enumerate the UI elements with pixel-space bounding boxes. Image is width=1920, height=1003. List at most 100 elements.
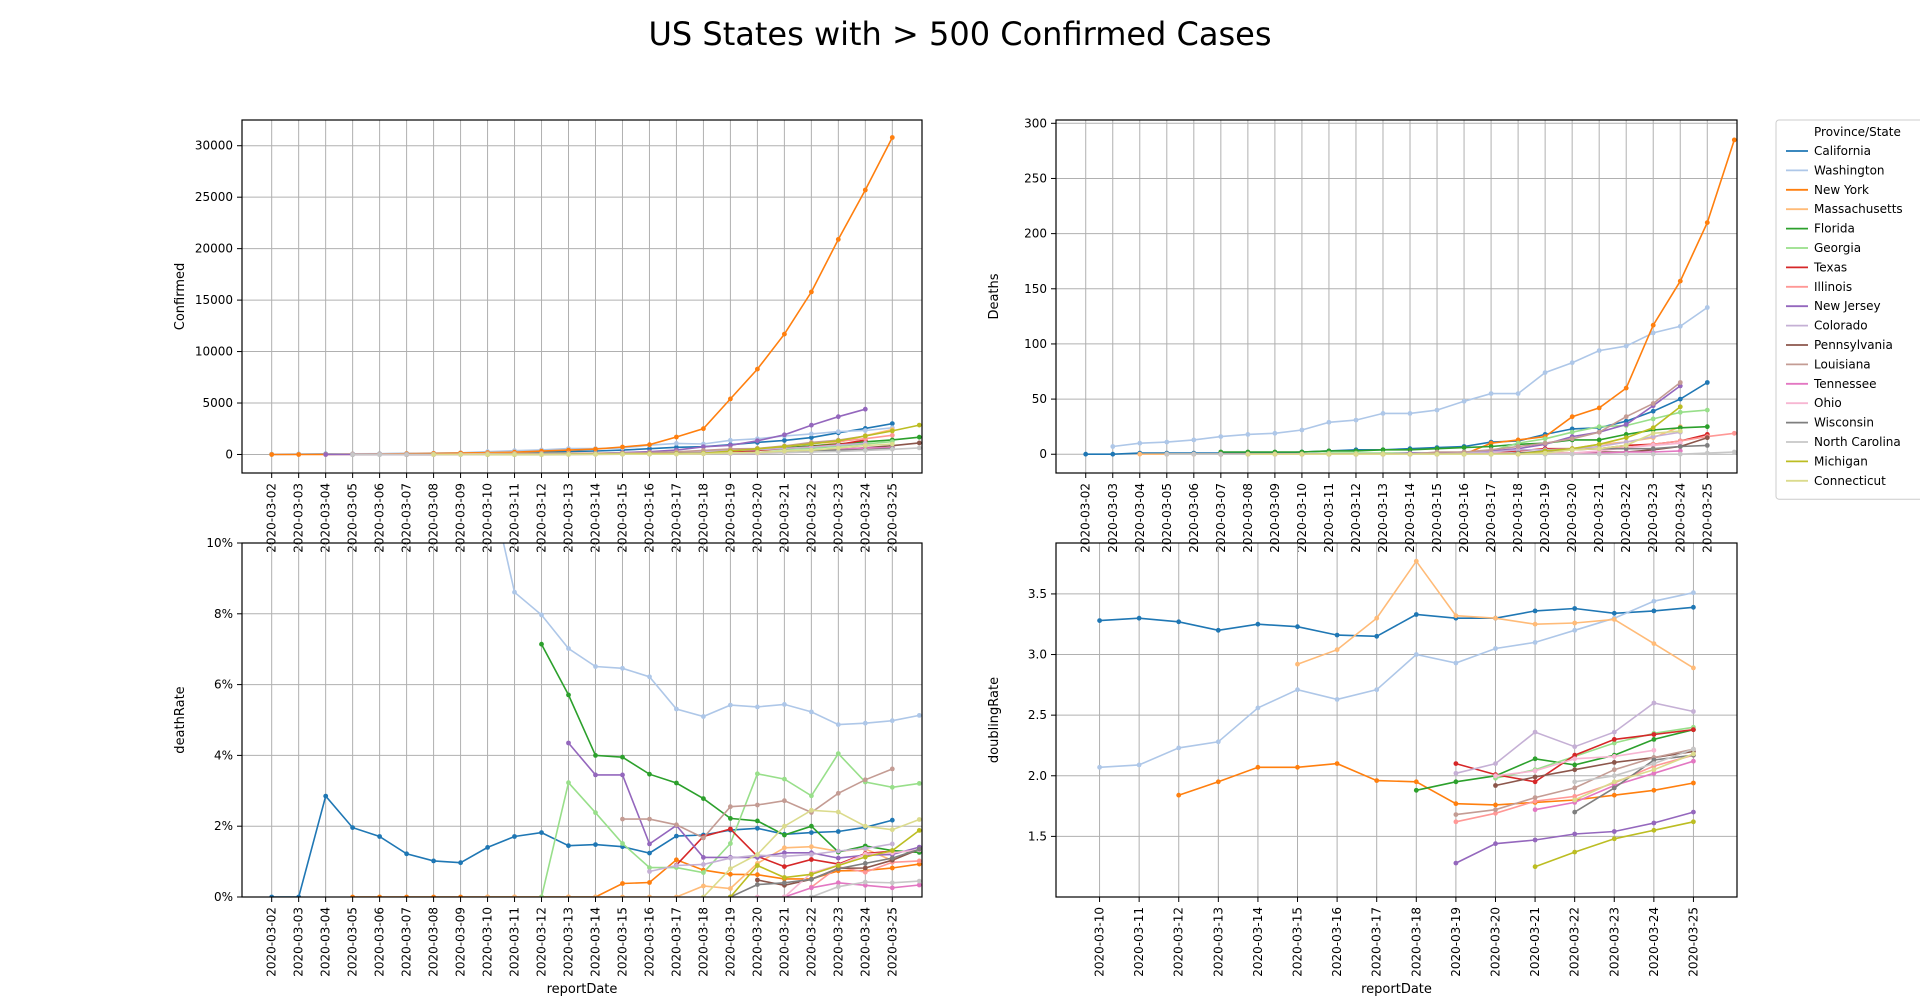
data-point	[835, 237, 841, 242]
data-point	[755, 366, 760, 372]
y-tick-label: 10%	[206, 536, 233, 550]
data-point	[1569, 360, 1575, 366]
data-point	[1245, 451, 1251, 457]
x-tick-label: 2020-03-03	[1106, 483, 1120, 553]
data-point	[1704, 424, 1710, 430]
data-point	[1532, 756, 1538, 762]
data-point	[647, 442, 652, 448]
data-point	[593, 753, 598, 758]
data-point	[647, 674, 652, 680]
data-point	[1110, 444, 1116, 449]
data-point	[1532, 807, 1538, 813]
data-point	[1677, 425, 1683, 431]
series-wisconsin	[730, 848, 920, 897]
data-point	[782, 444, 787, 449]
data-point	[1272, 451, 1278, 457]
data-point	[862, 428, 868, 433]
data-point	[916, 781, 922, 786]
data-point	[782, 331, 787, 337]
y-tick-label: 1.5	[1028, 829, 1047, 843]
x-tick-label: 2020-03-17	[1370, 907, 1384, 977]
data-point	[889, 421, 895, 426]
y-tick-label: 20000	[195, 242, 233, 256]
data-point	[1407, 447, 1413, 453]
x-tick-label: 2020-03-07	[1214, 483, 1228, 553]
x-tick-label: 2020-03-16	[642, 483, 656, 553]
data-point	[701, 883, 706, 889]
data-point	[1691, 590, 1696, 596]
y-tick-label: 0	[225, 447, 233, 461]
x-tick-label: 2020-03-05	[1160, 483, 1174, 553]
data-point	[1532, 774, 1538, 780]
data-point	[1572, 809, 1578, 815]
data-point	[782, 880, 787, 886]
data-point	[728, 871, 733, 877]
legend-entry: Colorado	[1814, 319, 1868, 333]
x-tick-label: 2020-03-20	[750, 483, 764, 553]
x-tick-label: 2020-03-24	[858, 483, 872, 553]
data-point	[728, 442, 733, 448]
data-point	[1542, 450, 1548, 456]
data-point	[1677, 428, 1683, 434]
x-tick-label: 2020-03-25	[885, 483, 899, 553]
data-point	[1611, 779, 1617, 785]
data-point	[1572, 606, 1578, 611]
x-tick-label: 2020-03-15	[1291, 907, 1305, 977]
data-point	[1295, 624, 1300, 630]
chart-deaths: 2020-03-02 2020-03-03 2020-03-04 2020-03-05…	[987, 116, 1738, 553]
data-point	[1650, 322, 1656, 328]
data-point	[1295, 661, 1300, 667]
axes-frame	[1055, 119, 1738, 474]
data-point	[350, 452, 355, 457]
data-point	[889, 817, 895, 823]
data-point	[1596, 441, 1602, 447]
data-point	[1542, 440, 1548, 446]
data-point	[1623, 443, 1629, 448]
data-point	[1572, 627, 1578, 633]
data-point	[889, 428, 895, 434]
x-tick-label: 2020-03-16	[1457, 483, 1471, 553]
data-point	[809, 289, 814, 295]
chart-confirmed: 2020-03-02 2020-03-03 2020-03-04 2020-03-05…	[173, 119, 923, 553]
data-point	[674, 441, 679, 446]
data-point	[1650, 446, 1656, 452]
data-point	[862, 448, 868, 453]
legend-entry: Louisiana	[1814, 357, 1871, 371]
data-point	[1407, 411, 1413, 416]
data-point	[916, 858, 922, 864]
x-tick-label: 2020-03-13	[562, 483, 576, 553]
data-point	[889, 766, 895, 772]
data-point	[1542, 436, 1548, 442]
chart-doublingRate: 2020-03-10 2020-03-11 2020-03-12 2020-03-13…	[987, 542, 1738, 997]
x-tick-label: 2020-03-23	[831, 483, 845, 553]
data-point	[809, 885, 814, 891]
data-point	[916, 434, 922, 440]
data-point	[539, 641, 544, 647]
data-point	[1731, 137, 1737, 143]
grid	[242, 542, 922, 898]
legend-entry: Illinois	[1814, 280, 1852, 294]
data-point	[809, 431, 814, 437]
data-point	[809, 422, 814, 428]
data-point	[485, 845, 490, 850]
data-point	[620, 451, 625, 457]
data-point	[566, 452, 571, 457]
x-tick-label: 2020-03-11	[508, 907, 522, 977]
data-point	[1215, 627, 1221, 633]
x-tick-label: 2020-03-07	[400, 907, 414, 977]
x-tick-label: 2020-03-02	[265, 483, 279, 553]
data-point	[1650, 408, 1656, 414]
y-tick-label: 15000	[195, 293, 233, 307]
data-point	[835, 884, 841, 890]
data-point	[1255, 764, 1261, 770]
x-tick-label: 2020-03-09	[454, 483, 468, 553]
data-point	[728, 826, 733, 832]
data-point	[701, 855, 706, 860]
data-point	[512, 452, 517, 457]
x-tick-label: 2020-03-06	[1187, 483, 1201, 553]
data-point	[701, 451, 706, 457]
data-point	[1453, 801, 1459, 807]
data-point	[782, 448, 787, 454]
data-point	[1677, 440, 1683, 446]
